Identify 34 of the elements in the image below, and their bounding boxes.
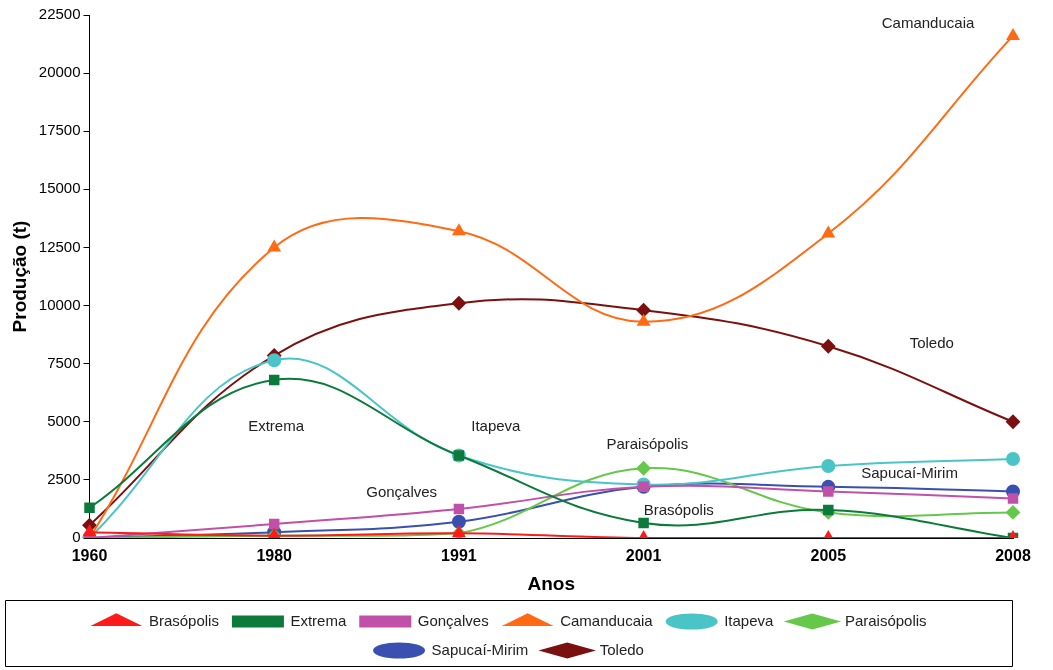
- legend-label: Paraisópolis: [844, 611, 927, 629]
- y-axis-title: Produção (t): [8, 220, 30, 333]
- annotation: Gonçalves: [366, 482, 438, 500]
- y-tick-label: 17500: [38, 121, 81, 139]
- y-tick-label: 7500: [47, 353, 81, 371]
- y-tick-label: 12500: [38, 237, 81, 255]
- annotation: Toledo: [909, 334, 954, 352]
- y-tick-label: 5000: [47, 411, 81, 429]
- annotation: Itapeva: [471, 417, 522, 435]
- y-tick-label: 0: [72, 528, 81, 546]
- legend-label: Brasópolis: [148, 611, 219, 629]
- x-axis-title: Anos: [527, 572, 576, 594]
- y-tick-label: 15000: [38, 179, 81, 197]
- x-tick-label: 2005: [810, 547, 847, 565]
- x-tick-label: 2001: [625, 547, 662, 565]
- x-tick-label: 1991: [441, 547, 477, 565]
- y-tick-label: 2500: [47, 470, 81, 488]
- annotation: Brasópolis: [643, 500, 714, 518]
- legend-label: Gonçalves: [417, 611, 489, 629]
- x-tick-label: 2008: [995, 547, 1031, 565]
- annotation: Camanducaia: [881, 14, 975, 32]
- annotation: Sapucaí-Mirim: [861, 464, 958, 482]
- x-tick-label: 1980: [256, 547, 293, 565]
- legend-label: Itapeva: [724, 611, 775, 629]
- legend-label: Extrema: [290, 611, 347, 629]
- annotation: Extrema: [248, 417, 305, 435]
- legend-label: Sapucaí-Mirim: [431, 640, 529, 658]
- y-tick-label: 10000: [38, 295, 81, 313]
- legend-label: Toledo: [599, 640, 644, 658]
- legend-label: Camanducaia: [560, 611, 654, 629]
- x-tick-label: 1960: [71, 547, 108, 565]
- y-tick-label: 22500: [38, 5, 81, 23]
- annotation: Paraisópolis: [606, 434, 689, 452]
- y-tick-label: 20000: [38, 63, 81, 81]
